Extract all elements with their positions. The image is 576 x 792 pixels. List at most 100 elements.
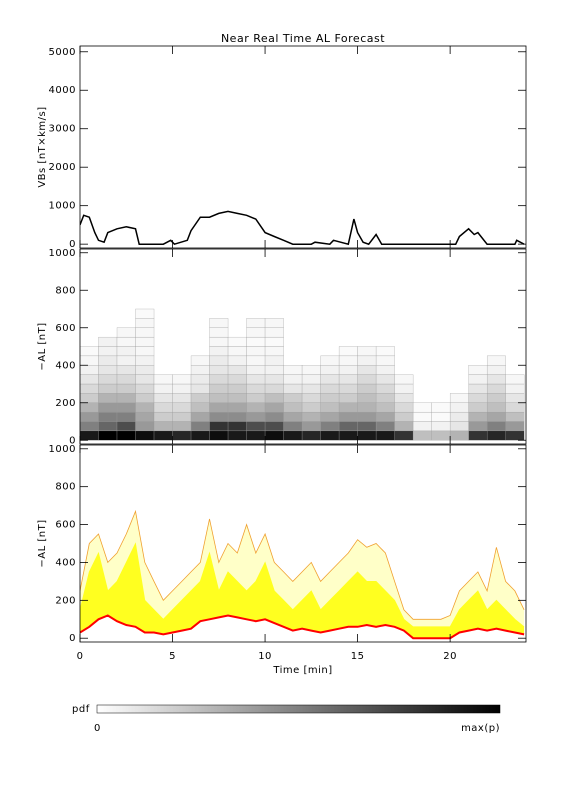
pdf-cell (394, 393, 414, 403)
pdf-cell (135, 383, 155, 394)
pdf-cell (173, 337, 192, 346)
pdf-cell (432, 337, 451, 346)
pdf-cell (191, 337, 210, 346)
pdf-cell (172, 421, 192, 432)
pdf-cell (506, 318, 525, 327)
pdf-cell (80, 309, 99, 318)
pdf-cell (284, 347, 303, 356)
pdf-cell (469, 347, 488, 356)
pdf-cell (228, 328, 247, 337)
pdf-cell (320, 421, 340, 432)
pdf-cell (357, 355, 377, 366)
y-tick-label: 200 (55, 398, 76, 409)
y-tick-label: 0 (69, 239, 76, 250)
pdf-cell (264, 374, 284, 385)
pdf-cell (190, 374, 210, 385)
pdf-cell (357, 430, 377, 441)
y-tick-label: 3000 (49, 124, 76, 135)
pdf-cell (116, 402, 136, 413)
pdf-cell (209, 393, 229, 403)
pdf-cell (469, 318, 488, 327)
y-tick-label: 400 (55, 557, 76, 568)
pdf-cell (357, 374, 377, 385)
pdf-cell (98, 336, 118, 347)
colorbar-min: 0 (94, 723, 101, 734)
pdf-cell (486, 421, 506, 432)
pdf-cell (469, 309, 488, 318)
pdf-cell (227, 336, 247, 347)
pdf-cell (338, 402, 358, 413)
pdf-cell (505, 383, 525, 394)
pdf-cell (301, 421, 321, 432)
pdf-cell (80, 421, 99, 432)
pdf-cell (153, 383, 173, 394)
pdf-cell (264, 393, 284, 403)
pdf-cell (246, 393, 266, 403)
pdf-cell (227, 355, 247, 366)
pdf-cell (246, 346, 266, 357)
pdf-cell (209, 430, 229, 441)
pdf-cell (432, 347, 451, 356)
y-tick-label: 2000 (49, 162, 76, 173)
pdf-cell (264, 336, 284, 347)
pdf-cell (80, 402, 99, 413)
pdf-cell (302, 347, 321, 356)
pdf-cell (116, 393, 136, 403)
pdf-cell (486, 383, 506, 394)
pdf-cell (117, 309, 136, 318)
pdf-cell (413, 384, 432, 393)
pdf-cell (301, 411, 321, 422)
pdf-cell (338, 430, 358, 441)
pdf-cell (413, 337, 432, 346)
pdf-cell (190, 393, 210, 403)
plot-area (80, 210, 525, 246)
pdf-cell (172, 393, 192, 403)
pdf-cell (98, 374, 118, 385)
pdf-cell (338, 346, 358, 357)
pdf-cell (320, 383, 340, 394)
pdf-cell (135, 393, 155, 403)
pdf-cell (153, 421, 173, 432)
pdf-cell (80, 383, 99, 394)
pdf-cell (357, 346, 377, 357)
pdf-cell (98, 383, 118, 394)
colorbar-max: max(p) (461, 723, 500, 734)
pdf-cell (506, 337, 525, 346)
pdf-cell (99, 318, 118, 327)
pdf-cell (173, 328, 192, 337)
pdf-cell (450, 328, 469, 337)
pdf-cell (394, 374, 414, 385)
pdf-cell (376, 309, 395, 318)
pdf-cell (486, 430, 506, 441)
pdf-cell (153, 393, 173, 403)
pdf-cell (172, 383, 192, 394)
pdf-cell (339, 309, 358, 318)
pdf-cell (190, 402, 210, 413)
pdf-cell (395, 356, 414, 365)
y-tick-label: 400 (55, 360, 76, 371)
pdf-cell (450, 356, 469, 365)
pdf-cell (505, 393, 525, 403)
pdf-cell (80, 365, 99, 375)
pdf-cell (98, 355, 118, 366)
pdf-cell (468, 421, 488, 432)
pdf-cell (339, 328, 358, 337)
pdf-cell (338, 374, 358, 385)
band-line (80, 542, 525, 628)
pdf-cell (302, 328, 321, 337)
pdf-cell (468, 374, 488, 385)
pdf-cell (358, 309, 377, 318)
pdf-cell (191, 328, 210, 337)
plot-area (80, 509, 525, 640)
pdf-cell (99, 309, 118, 318)
pdf-cell (505, 402, 525, 413)
pdf-cell (98, 365, 118, 375)
pdf-cell (468, 365, 488, 375)
pdf-cell (264, 318, 284, 328)
pdf-cell (190, 365, 210, 375)
pdf-cell (283, 374, 303, 385)
y-tick-label: 4000 (49, 85, 76, 96)
pdf-cell (80, 337, 99, 346)
pdf-cell (431, 411, 451, 422)
